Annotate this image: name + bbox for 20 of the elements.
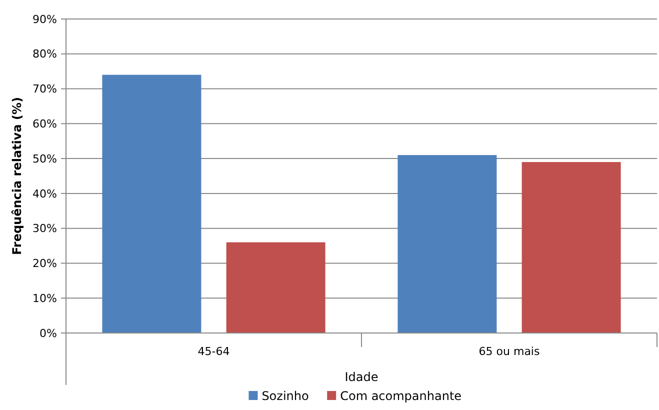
bar <box>102 74 202 333</box>
y-tick-label: 10% <box>32 292 57 305</box>
y-tick-label: 60% <box>32 118 57 131</box>
x-tick-label: 65 ou mais <box>478 345 540 358</box>
y-tick-label: 70% <box>32 82 57 96</box>
y-axis-title: Frequência relativa (%) <box>10 96 24 256</box>
x-axis-title: Idade <box>344 370 378 384</box>
x-tick-label: 45-64 <box>198 345 230 358</box>
y-tick-label: 50% <box>32 152 57 166</box>
y-tick-label: 90% <box>32 12 57 26</box>
bar <box>398 155 497 333</box>
y-tick-label: 80% <box>32 48 57 61</box>
legend-label: Com acompanhante <box>340 389 462 403</box>
y-tick-label: 0% <box>40 326 57 340</box>
bar <box>522 162 621 333</box>
y-tick-label: 40% <box>32 187 57 200</box>
bar <box>226 242 326 333</box>
y-tick-label: 20% <box>32 257 57 270</box>
legend-label: Sozinho <box>262 389 309 403</box>
y-tick-label: 30% <box>32 222 57 236</box>
